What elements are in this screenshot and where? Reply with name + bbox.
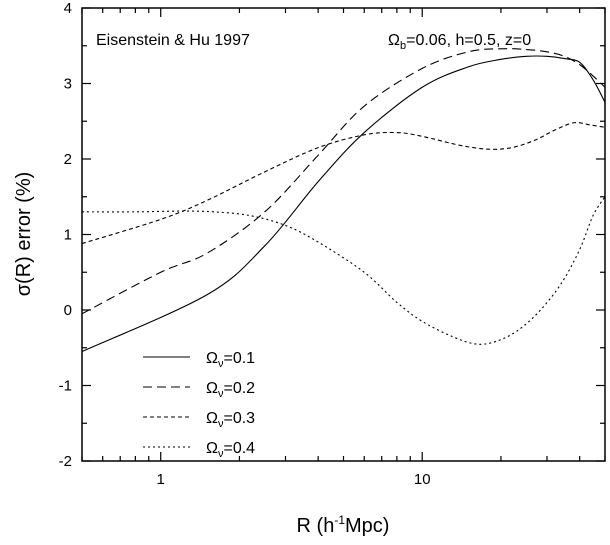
legend-label: Ων=0.4 <box>206 440 255 460</box>
legend-label: Ων=0.2 <box>206 380 255 400</box>
legend: Ων=0.1 Ων=0.2 Ων=0.3 Ων=0.4 <box>143 350 255 460</box>
axis-ticks <box>81 7 606 462</box>
y-tick-label: -2 <box>59 453 72 470</box>
y-tick-label: 0 <box>64 302 72 319</box>
y-axis-title: σ(R) error (%) <box>13 172 35 297</box>
y-tick-label: 3 <box>64 76 72 93</box>
series-lines <box>81 48 606 353</box>
y-tick-label: 2 <box>64 151 72 168</box>
annotation-right: Ωb=0.06, h=0.5, z=0 <box>388 32 531 52</box>
legend-label: Ων=0.1 <box>206 350 255 370</box>
series-line-1 <box>81 55 606 353</box>
x-axis-title: R (h-1Mpc) <box>297 513 390 537</box>
y-tick-label: 4 <box>64 0 72 17</box>
y-tick-label: 1 <box>64 227 72 244</box>
x-tick-label: 1 <box>157 471 165 488</box>
tick-labels: -2 -1 0 1 2 3 4 1 10 <box>59 0 431 488</box>
annotation-left: Eisenstein & Hu 1997 <box>96 32 250 49</box>
y-tick-label: -1 <box>59 378 72 395</box>
series-line-4 <box>81 196 606 345</box>
legend-label: Ων=0.3 <box>206 410 255 430</box>
plot-frame <box>81 7 606 462</box>
x-tick-label: 10 <box>414 471 431 488</box>
series-line-3 <box>81 122 606 245</box>
series-line-2 <box>81 48 606 315</box>
